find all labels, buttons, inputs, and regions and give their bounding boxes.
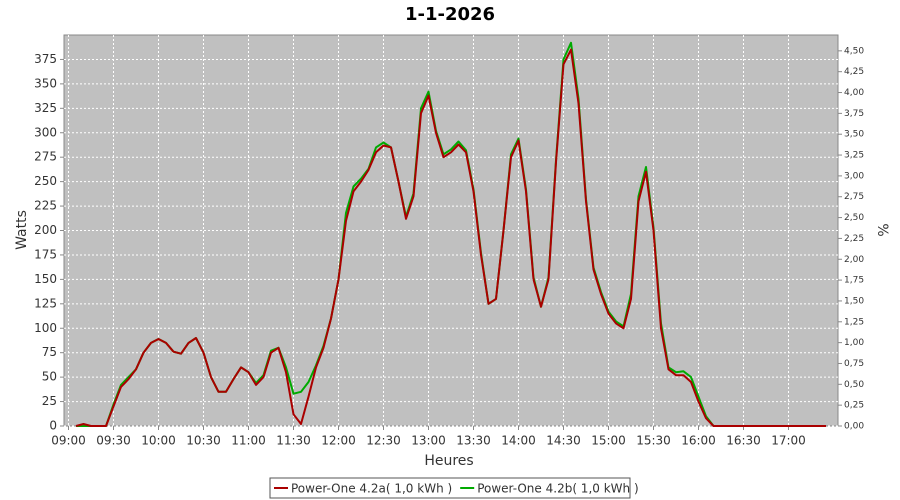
y2-tick-label: 1,00 [844,338,864,348]
y-tick-label: 175 [34,247,57,261]
chart-title: 1-1-2026 [405,4,495,25]
series-line [75,48,826,427]
y-tick-label: 225 [34,199,57,213]
y-tick-label: 375 [34,52,57,66]
y2-tick-label: 0,50 [844,380,864,390]
legend-label: Power-One 4.2b( 1,0 kWh ) [477,482,638,496]
y-tick-label: 50 [42,370,57,384]
x-tick-label: 09:30 [96,434,131,448]
y-tick-label: 350 [34,76,57,90]
x-tick-label: 15:00 [591,434,626,448]
y-tick-label: 250 [34,174,57,188]
x-tick-label: 12:30 [366,434,401,448]
y-tick-label: 325 [34,101,57,115]
x-axis-label: Heures [424,453,473,469]
x-tick-label: 09:00 [51,434,86,448]
x-tick-label: 16:00 [681,434,716,448]
y2-tick-label: 4,00 [844,88,864,98]
y2-tick-label: 2,75 [844,192,864,202]
y2-tick-label: 2,50 [844,213,864,223]
y2-tick-label: 3,00 [844,171,864,181]
y-tick-label: 150 [34,272,57,286]
y2-tick-label: 3,75 [844,109,864,119]
x-tick-label: 10:30 [186,434,221,448]
y2-tick-label: 1,25 [844,317,864,327]
y2-tick-label: 0,00 [844,422,864,432]
y2-tick-label: 2,25 [844,234,864,244]
y-tick-label: 125 [34,296,57,310]
y2-tick-label: 1,75 [844,276,864,286]
y2-tick-label: 4,50 [844,46,864,56]
y-tick-label: 75 [42,345,57,359]
legend-label: Power-One 4.2a( 1,0 kWh ) [291,482,452,496]
y2-tick-label: 3,25 [844,151,864,161]
x-tick-label: 17:00 [771,434,806,448]
y-axis-label: Watts [14,210,30,250]
y-tick-label: 300 [34,125,57,139]
y2-tick-label: 0,75 [844,359,864,369]
x-tick-label: 13:30 [456,434,491,448]
y-tick-label: 200 [34,223,57,237]
y2-axis-label: % [874,223,890,236]
y2-tick-label: 3,50 [844,130,864,140]
x-tick-label: 14:00 [501,434,536,448]
y-tick-label: 100 [34,321,57,335]
y-tick-label: 25 [42,394,57,408]
y2-tick-label: 2,00 [844,255,864,265]
x-tick-label: 10:00 [141,434,176,448]
x-tick-label: 16:30 [726,434,761,448]
x-tick-label: 11:00 [231,434,266,448]
y-tick-label: 0 [49,419,57,433]
y-tick-label: 275 [34,150,57,164]
x-tick-label: 11:30 [276,434,311,448]
legend [269,477,631,499]
y2-tick-label: 0,25 [844,401,864,411]
y2-tick-label: 4,25 [844,67,864,77]
y2-tick-label: 1,50 [844,296,864,306]
x-tick-label: 12:00 [321,434,356,448]
x-tick-label: 15:30 [636,434,671,448]
x-tick-label: 13:00 [411,434,446,448]
x-tick-label: 14:30 [546,434,581,448]
